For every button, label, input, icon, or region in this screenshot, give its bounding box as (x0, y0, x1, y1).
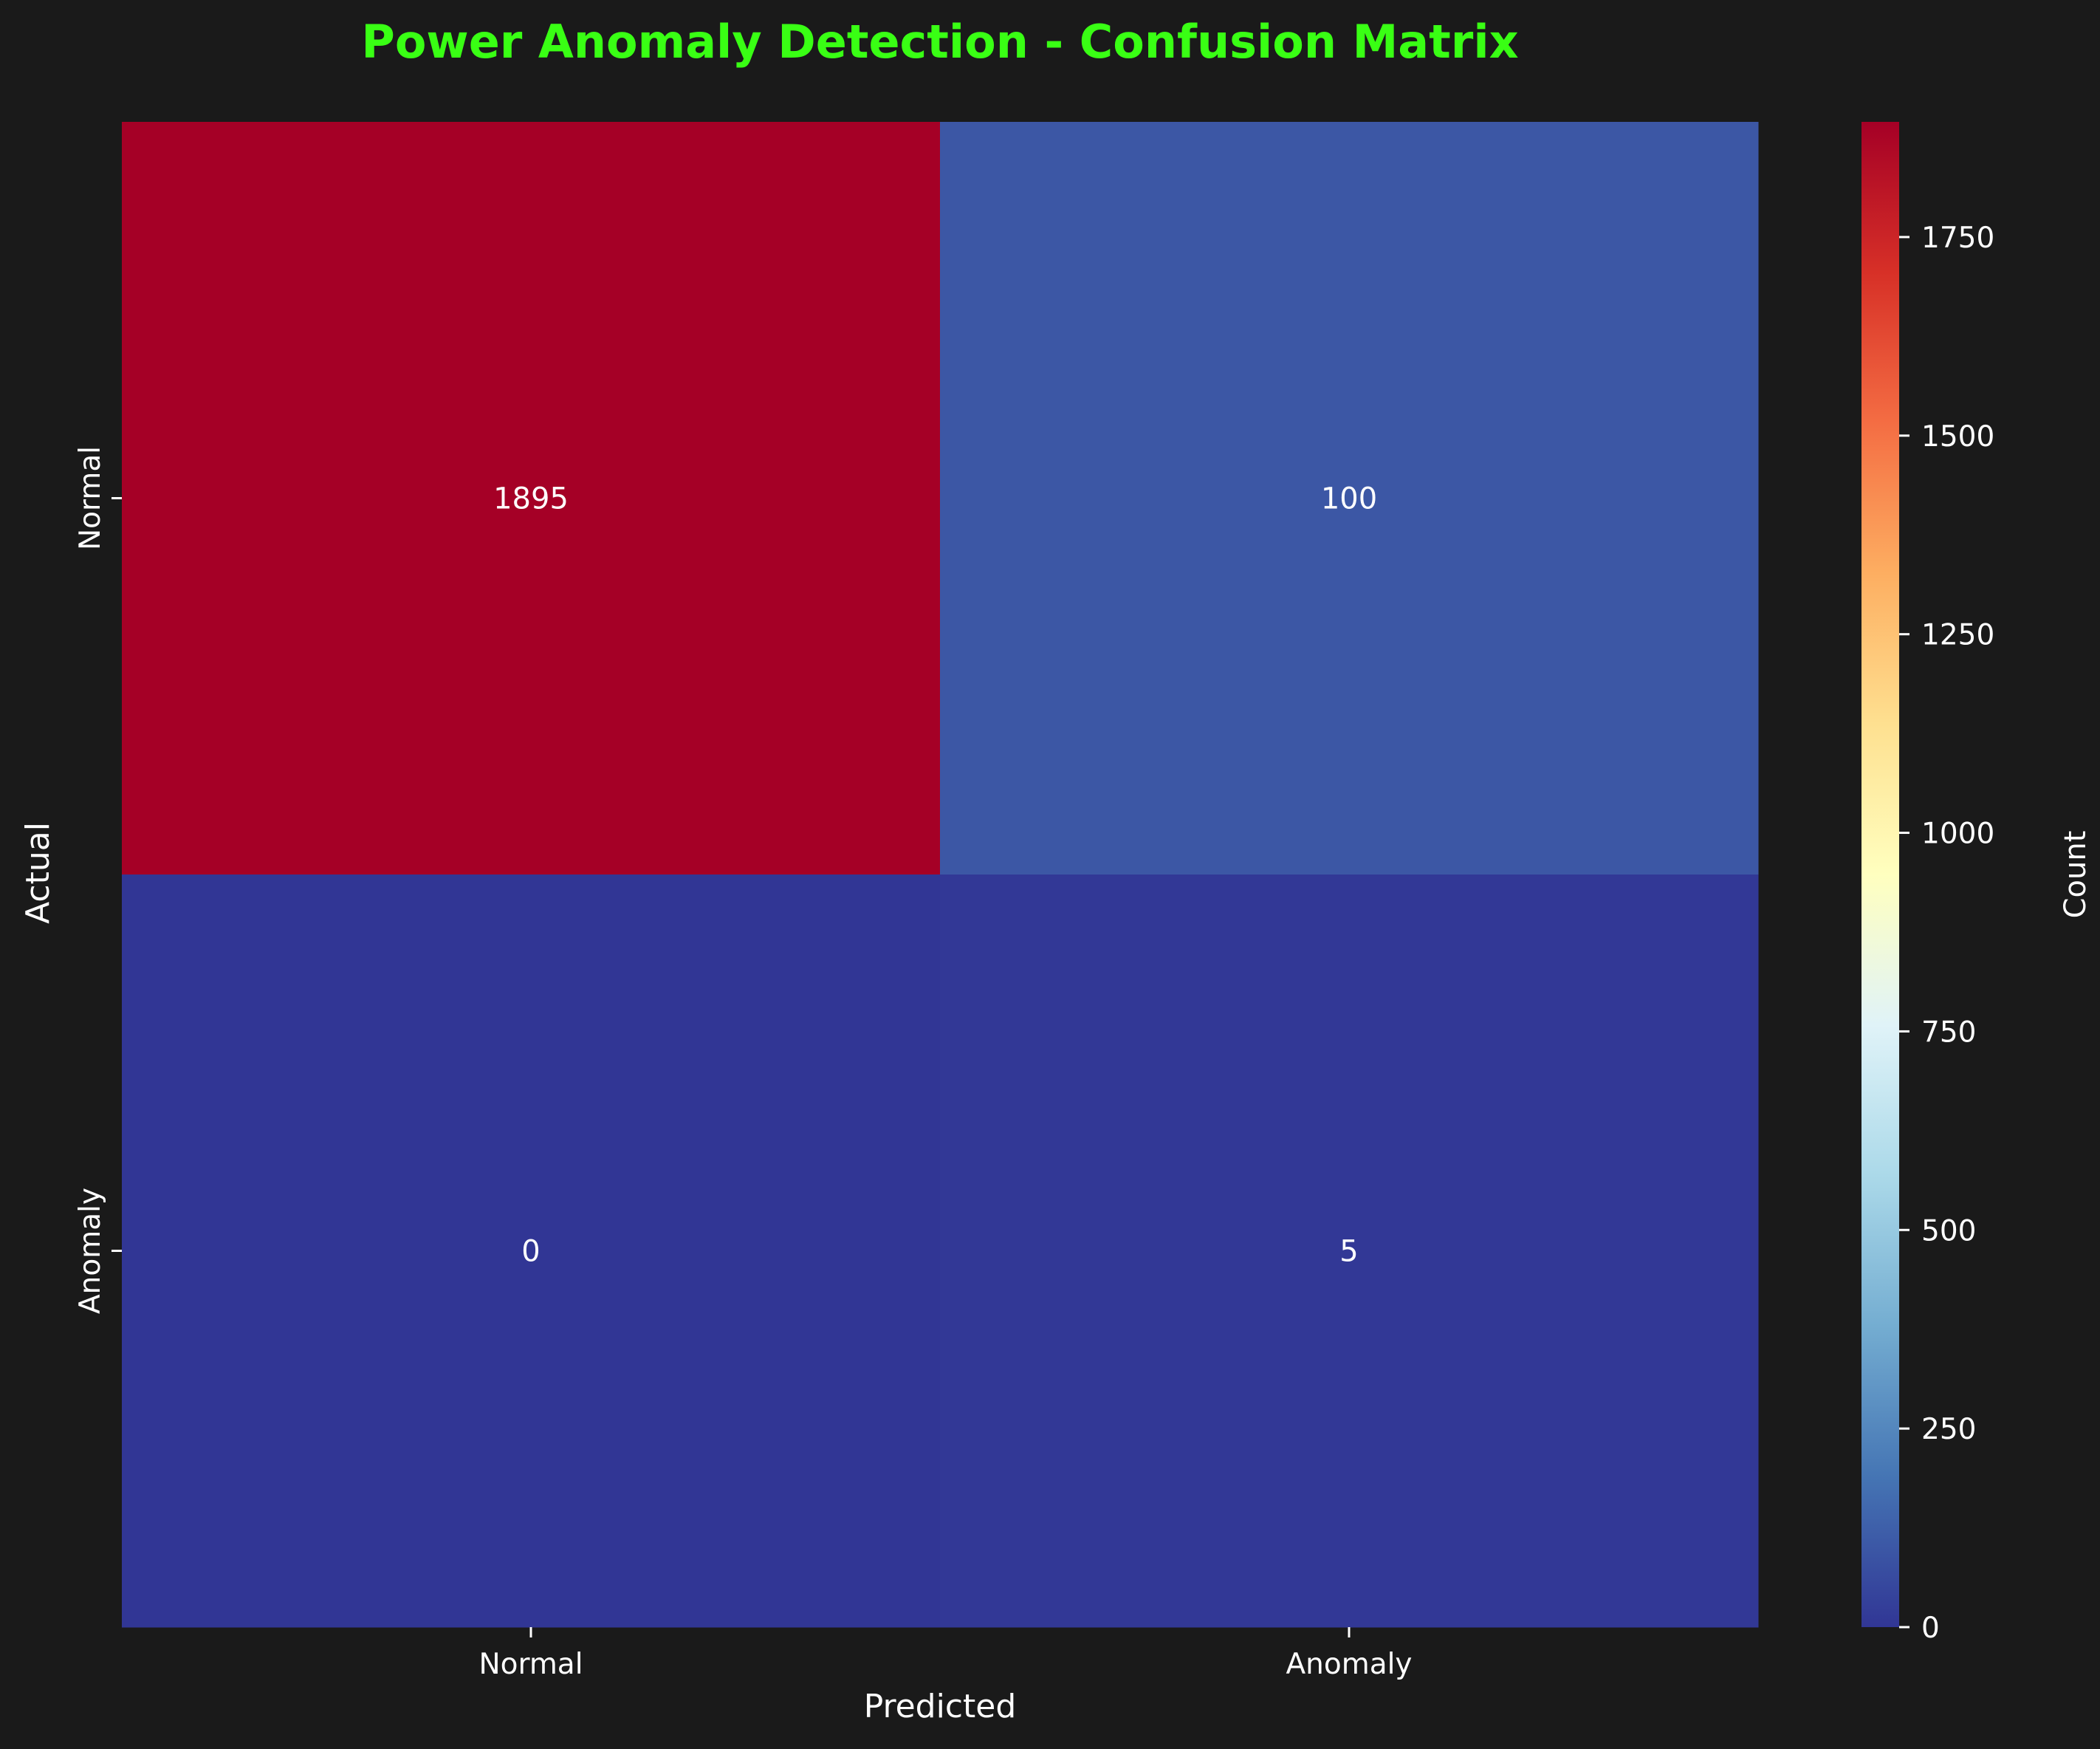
x-axis-label: Predicted (864, 1688, 1017, 1725)
heatmap-cell (122, 875, 941, 1628)
x-tick-label: Normal (478, 1648, 583, 1681)
colorbar-tick-label: 500 (1921, 1214, 1976, 1247)
cell-value-label: 100 (1321, 482, 1377, 516)
colorbar-tick-label: 250 (1921, 1413, 1976, 1446)
y-tick-label: Anomaly (74, 1188, 107, 1314)
colorbar-tick-label: 1500 (1921, 420, 1994, 453)
cell-value-label: 1895 (493, 482, 569, 516)
heatmap-cell (940, 875, 1759, 1628)
heatmap-cells: 1895 100 0 5 (122, 122, 1759, 1628)
cell-value-label: 0 (521, 1235, 540, 1269)
colorbar-tick-label: 0 (1921, 1612, 1940, 1645)
colorbar (1861, 122, 1899, 1627)
heatmap-axes: Normal Anomaly Normal Anomaly (74, 446, 1413, 1681)
colorbar-ticks: 0 250 500 750 1000 1250 1500 1750 (1899, 222, 1994, 1645)
x-tick-label: Anomaly (1286, 1648, 1412, 1681)
colorbar-tick-label: 1250 (1921, 619, 1994, 652)
colorbar-tick-label: 1750 (1921, 222, 1994, 255)
colorbar-tick-label: 750 (1921, 1016, 1976, 1049)
colorbar-tick-label: 1000 (1921, 818, 1994, 851)
heatmap-cell (940, 122, 1759, 875)
y-axis-label: Actual (19, 822, 57, 924)
chart-title: Power Anomaly Detection - Confusion Matr… (361, 15, 1518, 69)
colorbar-label: Count (2059, 831, 2093, 919)
y-tick-label: Normal (74, 446, 107, 550)
heatmap-cell (122, 122, 941, 875)
cell-value-label: 5 (1339, 1235, 1358, 1269)
